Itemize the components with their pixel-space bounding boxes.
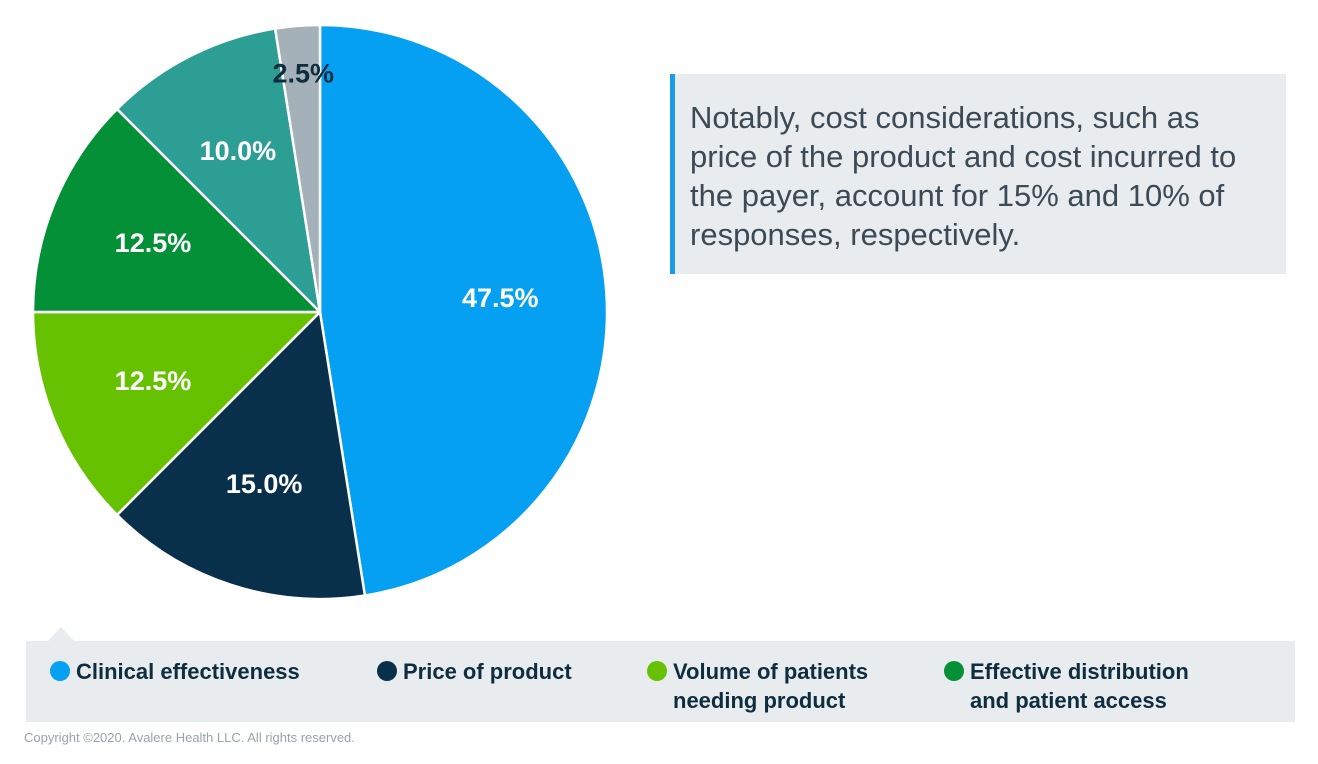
slice-label: 47.5% [462,283,539,313]
callout-line: responses, respectively. [690,217,1021,252]
pie-slice-slice-5 [115,27,322,314]
pie-slice-price-of-product [115,310,367,601]
legend-label: Effective distribution and patient acces… [970,659,1189,713]
callout-line: Notably, cost considerations, such as [690,100,1200,135]
legend-pointer [48,627,74,641]
pie-slice-volume-of-patients-needing-product [31,310,322,517]
callout-line: price of the product and cost incurred t… [690,139,1237,174]
legend-dot-icon [647,661,667,681]
chart-legend: Clinical effectiveness Price of product … [26,641,1295,722]
legend-dot-icon [50,661,70,681]
legend-label: Clinical effectiveness [76,659,300,684]
slice-label: 2.5% [272,59,334,89]
pie-slice-effective-distribution-and-patient-access [31,107,322,314]
slice-label: 12.5% [115,366,192,396]
slice-label: 15.0% [226,469,303,499]
legend-dot-icon [944,661,964,681]
legend-label: Volume of patients needing product [673,659,869,713]
legend-dot-icon [377,661,397,681]
legend-label: Price of product [403,659,572,684]
pie-slice-slice-6 [273,23,322,314]
copyright-text: Copyright ©2020. Avalere Health LLC. All… [24,730,355,745]
callout-box: Notably, cost considerations, such as pr… [670,74,1286,274]
slice-label: 10.0% [200,136,277,166]
callout-line: the payer, account for 15% and 10% of [690,178,1225,213]
callout-text: Notably, cost considerations, such as pr… [690,98,1262,254]
pie-slice-clinical-effectiveness [318,23,609,597]
slice-label: 12.5% [115,228,192,258]
pie-chart: 47.5% 15.0% 12.5% 12.5% 10.0% 2.5% [31,23,609,601]
